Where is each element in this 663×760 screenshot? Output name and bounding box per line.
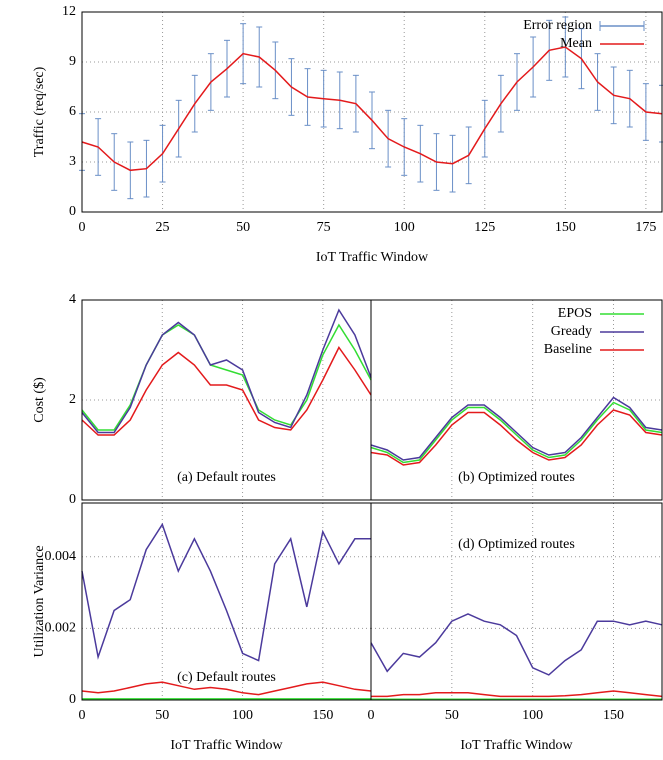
plot-frame: [370, 299, 663, 501]
legend-label: Mean: [560, 36, 592, 51]
x-tick-label: 100: [394, 220, 415, 235]
series-line: [370, 401, 663, 464]
legend-label: EPOS: [558, 306, 592, 321]
x-tick-label: 50: [236, 220, 250, 235]
plot-frame: [81, 11, 663, 213]
y-tick-label: 4: [69, 292, 76, 307]
x-tick-label: 125: [474, 220, 495, 235]
legend-label: Error region: [523, 18, 592, 33]
y-tick-label: 0: [69, 492, 76, 507]
x-tick-label: 0: [368, 708, 375, 723]
panel-label: (d) Optimized routes: [458, 537, 575, 552]
plot-frame: [370, 502, 663, 701]
panel-label: (a) Default routes: [177, 470, 276, 485]
y-axis-label: Utilization Variance: [32, 545, 47, 657]
series-line: [370, 409, 663, 466]
x-tick-label: 150: [312, 708, 333, 723]
x-axis-label: IoT Traffic Window: [170, 738, 283, 753]
x-tick-label: 0: [79, 708, 86, 723]
y-tick-label: 2: [69, 392, 76, 407]
y-tick-label: 12: [62, 4, 76, 19]
x-axis-label: IoT Traffic Window: [316, 250, 429, 265]
x-tick-label: 100: [232, 708, 253, 723]
x-tick-label: 50: [155, 708, 169, 723]
series-line: [81, 323, 372, 431]
y-tick-label: 0.004: [45, 549, 77, 564]
y-tick-label: 3: [69, 154, 76, 169]
x-tick-label: 100: [522, 708, 543, 723]
series-line: [81, 681, 372, 696]
legend-label: Gready: [551, 324, 592, 339]
series-line: [81, 308, 372, 434]
y-tick-label: 6: [69, 104, 76, 119]
x-tick-label: 0: [79, 220, 86, 235]
series-line: [370, 396, 663, 461]
series-line: [81, 46, 663, 172]
panel-label: (c) Default routes: [177, 670, 276, 685]
x-axis-label: IoT Traffic Window: [460, 738, 573, 753]
series-line: [81, 346, 372, 436]
y-axis-label: Cost ($): [32, 377, 47, 423]
x-tick-label: 25: [156, 220, 170, 235]
y-tick-label: 9: [69, 54, 76, 69]
legend-label: Baseline: [544, 342, 592, 357]
y-tick-label: 0: [69, 692, 76, 707]
panel-label: (b) Optimized routes: [458, 470, 575, 485]
series-line: [370, 613, 663, 676]
series-line: [81, 522, 371, 662]
y-tick-label: 0.002: [45, 621, 77, 636]
y-tick-label: 0: [69, 204, 76, 219]
series-line: [371, 690, 663, 698]
x-tick-label: 175: [635, 220, 656, 235]
x-tick-label: 150: [555, 220, 576, 235]
y-axis-label: Traffic (req/sec): [32, 66, 47, 157]
x-tick-label: 50: [445, 708, 459, 723]
x-tick-label: 75: [317, 220, 331, 235]
x-tick-label: 150: [603, 708, 624, 723]
